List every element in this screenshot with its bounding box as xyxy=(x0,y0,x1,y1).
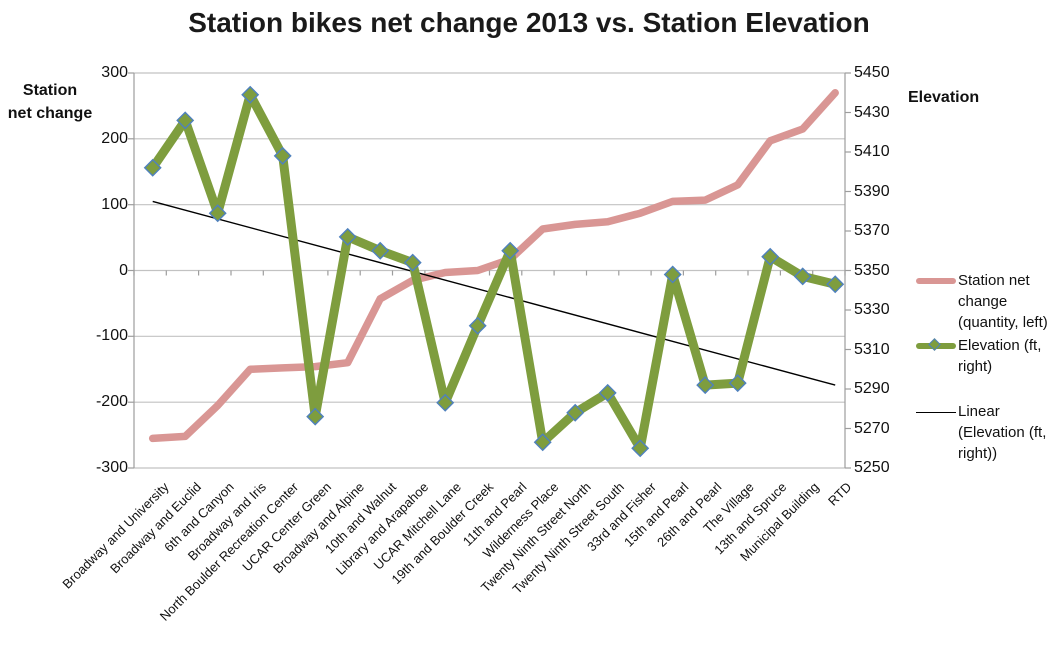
legend-swatch-elevation xyxy=(916,335,958,356)
elevation-diamond-marker xyxy=(793,267,812,286)
right-axis-tick-label: 5250 xyxy=(854,459,890,476)
elevation-diamond-marker xyxy=(566,403,585,422)
chart-title: Station bikes net change 2013 vs. Statio… xyxy=(188,7,870,38)
left-axis-tick-label: 100 xyxy=(101,195,128,213)
elevation-diamond-marker xyxy=(436,393,455,412)
right-axis-tick-label: 5270 xyxy=(854,419,890,437)
elevation-diamond-marker xyxy=(533,433,552,452)
elevation-diamond-marker xyxy=(728,374,747,393)
legend-label: Elevation (ft, right) xyxy=(958,337,1042,375)
elevation-diamond-marker xyxy=(826,275,845,294)
elevation-diamond-marker xyxy=(403,253,422,272)
elevation-diamond-marker xyxy=(306,407,325,426)
left-axis-tick-label: -300 xyxy=(95,459,128,476)
right-axis-tick-label: 5310 xyxy=(854,340,890,358)
elevation-diamond-marker xyxy=(761,247,780,266)
elevation-diamond-marker xyxy=(663,265,682,284)
right-axis-tick-label: 5330 xyxy=(854,301,890,318)
elevation-diamond-marker xyxy=(501,241,520,260)
elevation-diamond-marker xyxy=(143,158,162,177)
legend-item-linear[interactable]: Linear (Elevation (ft, right)) xyxy=(916,401,1058,464)
elevation-diamond-marker xyxy=(631,439,650,458)
left-axis-tick-label: 200 xyxy=(101,129,128,147)
elevation-diamond-marker xyxy=(176,111,195,130)
left-axis-tick-label: -200 xyxy=(95,393,128,411)
legend-swatch-net-change xyxy=(916,270,958,291)
elevation-diamond-marker xyxy=(468,316,487,335)
legend-item-elevation[interactable]: Elevation (ft, right) xyxy=(916,335,1058,377)
legend-label: Linear (Elevation (ft, right)) xyxy=(958,403,1047,462)
elevation-diamond-marker xyxy=(273,146,292,165)
right-axis-tick-label: 5350 xyxy=(854,261,890,279)
right-axis-tick-label: 5430 xyxy=(854,103,890,121)
right-axis-title: Elevation xyxy=(908,89,980,106)
legend-swatch-linear xyxy=(916,401,958,422)
right-axis-tick-label: 5450 xyxy=(854,64,890,81)
left-axis-tick-label: 0 xyxy=(119,261,128,279)
elevation-diamond-marker xyxy=(208,204,227,223)
elevation-diamond-marker xyxy=(598,383,617,402)
right-axis-tick-label: 5410 xyxy=(854,143,890,160)
legend-label: Station net change (quantity, left) xyxy=(958,272,1048,331)
elevation-diamond-marker xyxy=(371,241,390,260)
left-axis-tick-label: -100 xyxy=(95,327,128,345)
elevation-diamond-marker xyxy=(696,376,715,395)
right-axis-tick-label: 5290 xyxy=(854,380,890,397)
right-axis-tick-label: 5370 xyxy=(854,222,890,239)
left-axis-title: Station net change xyxy=(7,82,93,122)
elevation-diamond-marker xyxy=(338,227,357,246)
legend-item-station-net-change[interactable]: Station net change (quantity, left) xyxy=(916,270,1058,333)
elevation-diamond-marker xyxy=(241,85,260,104)
left-axis-tick-label: 300 xyxy=(101,64,128,81)
legend: Station net change (quantity, left) Elev… xyxy=(916,270,1058,464)
series-station-net-change[interactable] xyxy=(148,89,839,443)
series-elevation[interactable] xyxy=(148,90,840,453)
right-axis-tick-label: 5390 xyxy=(854,182,890,200)
